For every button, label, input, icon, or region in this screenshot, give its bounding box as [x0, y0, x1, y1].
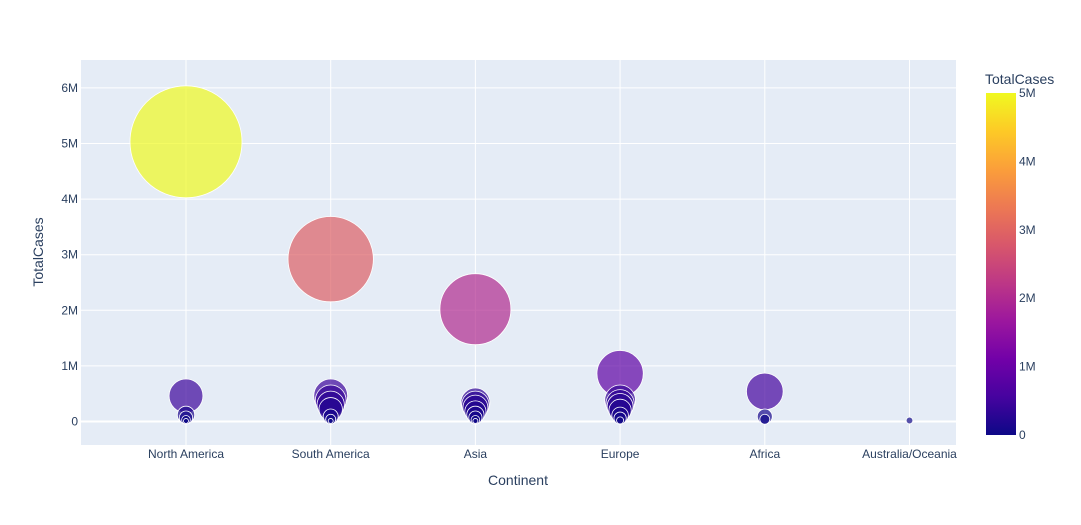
- bubble-point[interactable]: [287, 216, 374, 303]
- colorbar-tick-label: 5M: [1019, 86, 1036, 100]
- x-tick-label: Europe: [601, 447, 640, 461]
- bubble-point[interactable]: [183, 418, 189, 424]
- colorbar: [986, 93, 1016, 435]
- y-tick-label: 2M: [61, 303, 78, 317]
- y-axis-title: TotalCases: [30, 217, 46, 286]
- x-tick-label: Africa: [749, 447, 780, 461]
- y-tick-label: 3M: [61, 248, 78, 262]
- colorbar-tick-label: 3M: [1019, 223, 1036, 237]
- bubble-layer: [129, 85, 914, 425]
- grid-lines: [81, 60, 956, 445]
- y-tick-label: 0: [71, 415, 78, 429]
- y-tick-label: 6M: [61, 81, 78, 95]
- y-axis-ticks: 0 1M 2M 3M 4M 5M 6M: [61, 81, 78, 429]
- colorbar-tick-label: 4M: [1019, 154, 1036, 168]
- x-tick-label: Australia/Oceania: [862, 447, 957, 461]
- bubble-point[interactable]: [905, 416, 914, 425]
- colorbar-title: TotalCases: [985, 71, 1054, 87]
- colorbar-ticks: 0 1M 2M 3M 4M 5M: [1019, 86, 1036, 442]
- y-tick-label: 1M: [61, 359, 78, 373]
- y-tick-label: 5M: [61, 137, 78, 151]
- x-axis-ticks: North America South America Asia Europe Afri…: [148, 447, 957, 461]
- colorbar-tick-label: 2M: [1019, 291, 1036, 305]
- bubble-point[interactable]: [472, 418, 479, 424]
- colorbar-tick-label: 1M: [1019, 360, 1036, 374]
- y-tick-label: 4M: [61, 192, 78, 206]
- x-tick-label: North America: [148, 447, 224, 461]
- bubble-point[interactable]: [327, 418, 334, 424]
- bubble-point[interactable]: [616, 416, 625, 425]
- bubble-point[interactable]: [746, 372, 784, 411]
- x-tick-label: South America: [292, 447, 370, 461]
- bubble-point[interactable]: [759, 413, 771, 425]
- x-axis-title: Continent: [488, 472, 548, 488]
- bubble-point[interactable]: [439, 273, 512, 346]
- x-tick-label: Asia: [464, 447, 488, 461]
- bubble-point[interactable]: [129, 85, 243, 199]
- colorbar-tick-label: 0: [1019, 428, 1026, 442]
